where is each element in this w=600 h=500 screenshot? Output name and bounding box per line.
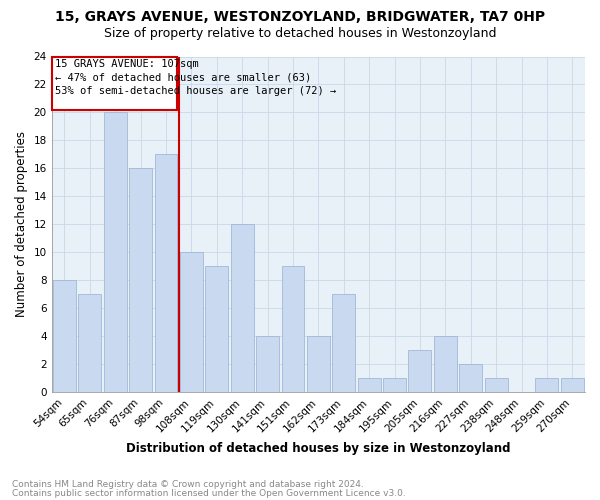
Text: 15, GRAYS AVENUE, WESTONZOYLAND, BRIDGWATER, TA7 0HP: 15, GRAYS AVENUE, WESTONZOYLAND, BRIDGWA… bbox=[55, 10, 545, 24]
Bar bbox=[231, 224, 254, 392]
Bar bbox=[535, 378, 559, 392]
Text: Size of property relative to detached houses in Westonzoyland: Size of property relative to detached ho… bbox=[104, 28, 496, 40]
Bar bbox=[434, 336, 457, 392]
FancyBboxPatch shape bbox=[52, 56, 178, 110]
Bar bbox=[79, 294, 101, 392]
Bar bbox=[281, 266, 304, 392]
Bar bbox=[561, 378, 584, 392]
Bar bbox=[383, 378, 406, 392]
Bar bbox=[332, 294, 355, 392]
Bar bbox=[256, 336, 279, 392]
Text: 15 GRAYS AVENUE: 107sqm
← 47% of detached houses are smaller (63)
53% of semi-de: 15 GRAYS AVENUE: 107sqm ← 47% of detache… bbox=[55, 60, 336, 96]
X-axis label: Distribution of detached houses by size in Westonzoyland: Distribution of detached houses by size … bbox=[126, 442, 511, 455]
Bar bbox=[129, 168, 152, 392]
Bar bbox=[307, 336, 330, 392]
Bar bbox=[358, 378, 380, 392]
Bar bbox=[409, 350, 431, 392]
Text: Contains public sector information licensed under the Open Government Licence v3: Contains public sector information licen… bbox=[12, 488, 406, 498]
Bar bbox=[104, 112, 127, 392]
Bar bbox=[205, 266, 228, 392]
Text: Contains HM Land Registry data © Crown copyright and database right 2024.: Contains HM Land Registry data © Crown c… bbox=[12, 480, 364, 489]
Bar bbox=[155, 154, 178, 392]
Y-axis label: Number of detached properties: Number of detached properties bbox=[15, 131, 28, 317]
Bar bbox=[180, 252, 203, 392]
Bar bbox=[459, 364, 482, 392]
Bar bbox=[53, 280, 76, 392]
Bar bbox=[485, 378, 508, 392]
